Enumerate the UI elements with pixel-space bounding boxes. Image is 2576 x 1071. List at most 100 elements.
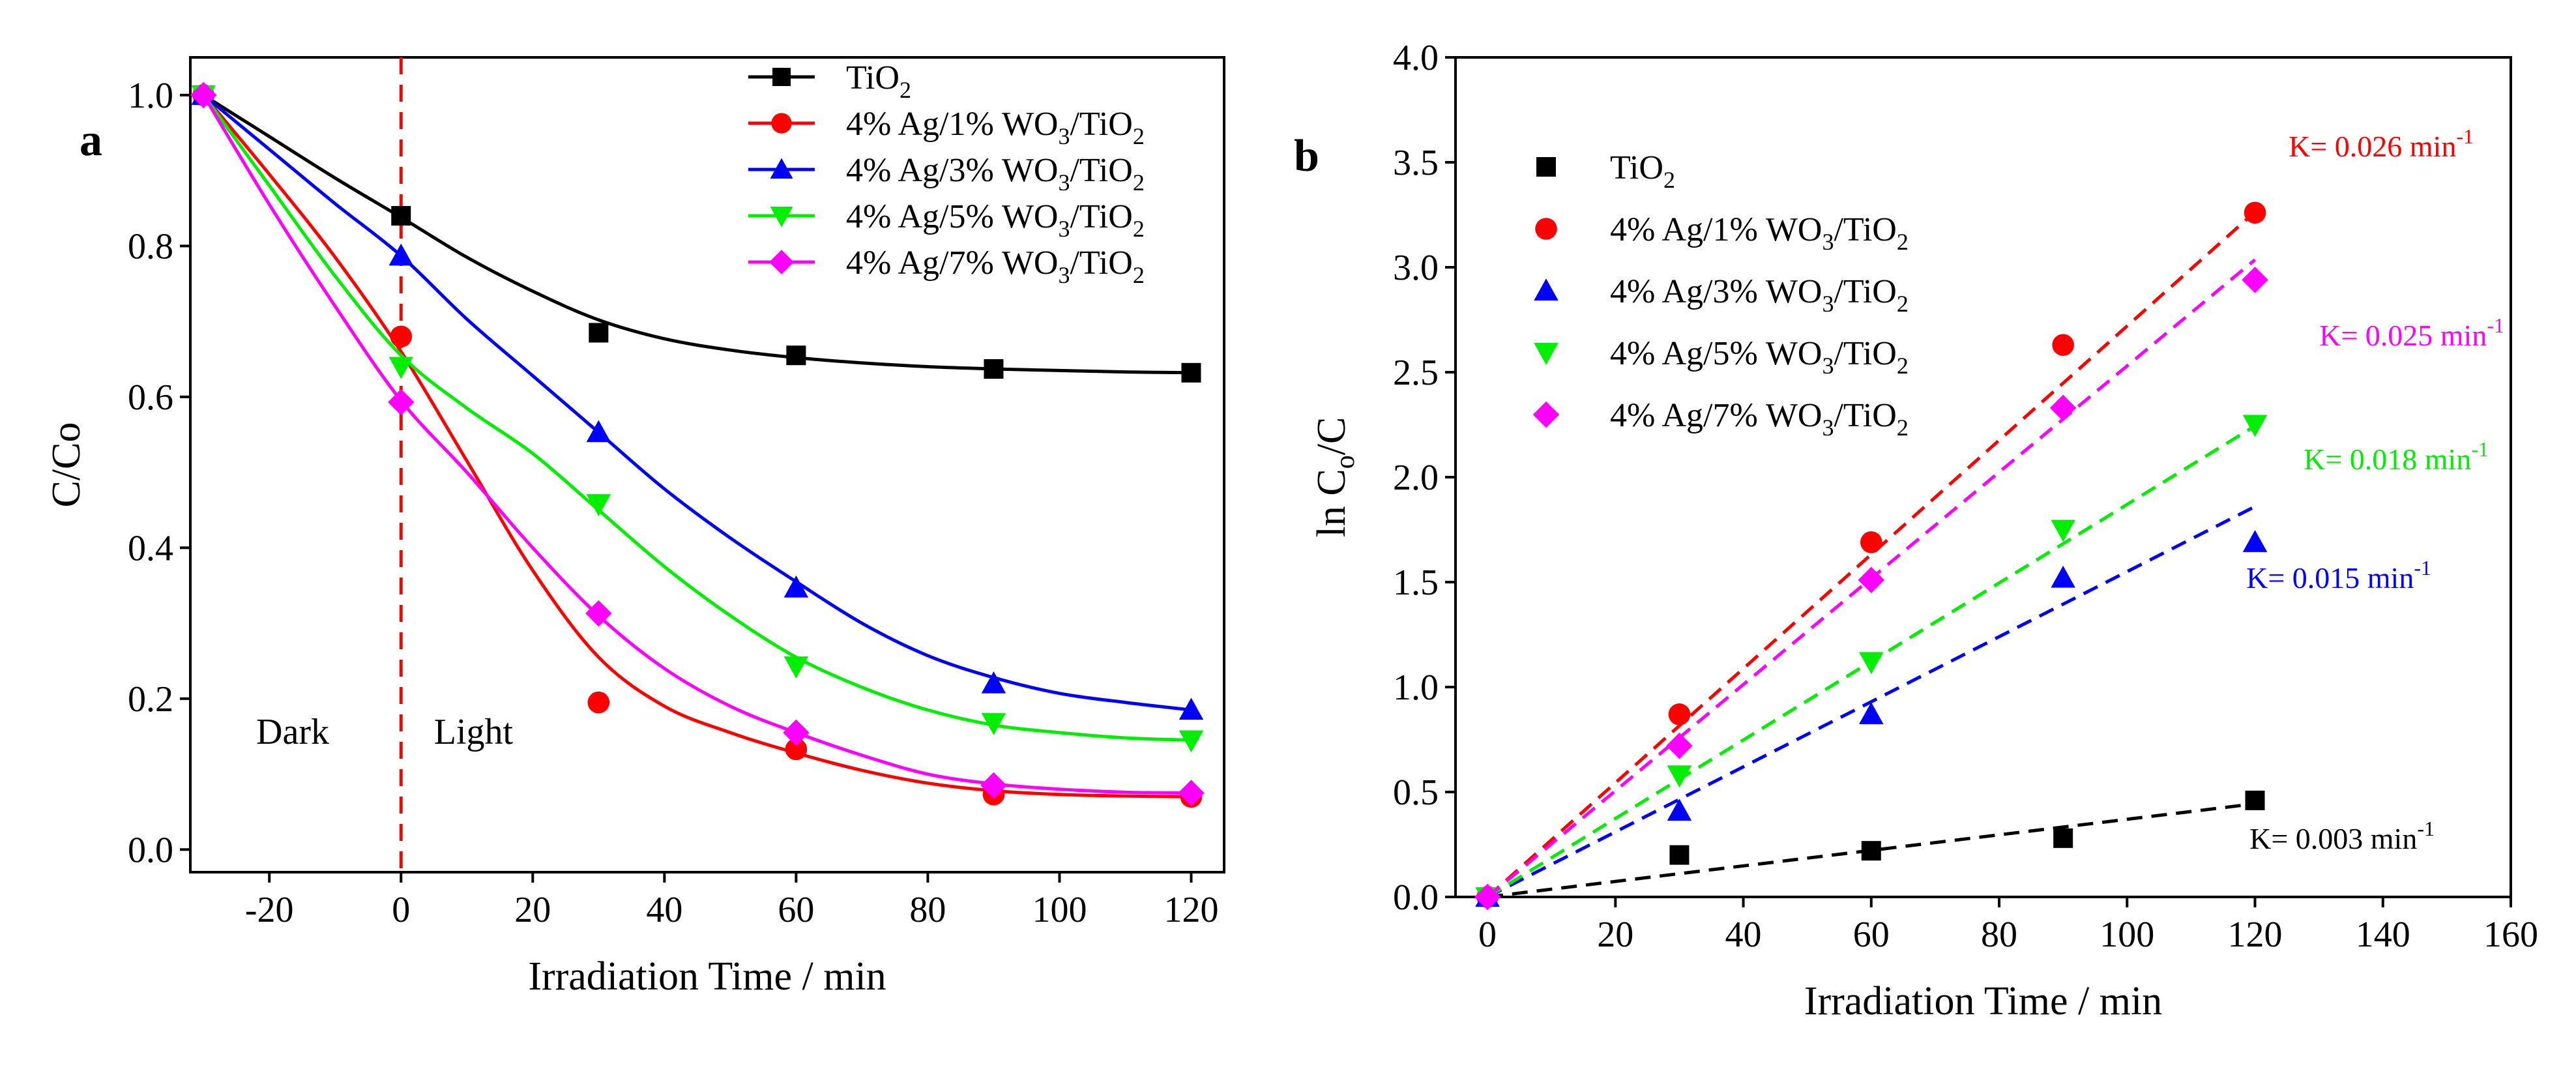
legend-label-subscript: 2 [1133,216,1145,242]
data-point [585,600,612,627]
rate-constant-text: K= 0.003 min [2249,822,2417,855]
legend-label-subscript: 2 [1897,229,1909,255]
y-tick-label: 3.5 [1393,143,1439,183]
data-point [2244,201,2266,224]
legend-label-subscript: 2 [1897,353,1909,379]
fit-line [1486,211,2257,898]
legend-label-subscript: 3 [1058,169,1070,196]
legend-label-subscript: 2 [900,77,911,103]
data-point [2242,530,2268,552]
x-tick-label: -20 [245,890,294,930]
data-point [783,656,809,679]
fit-curve [202,93,1192,712]
data-point [1667,765,1692,787]
data-point [785,738,808,761]
series-2 [191,83,1204,720]
legend-label: 4% Ag/1% WO3/TiO2 [1610,211,1909,255]
y-axis-title-base: ln C [1310,469,1354,537]
data-point [190,81,217,109]
data-point [786,345,806,366]
fit-curve [202,94,1192,742]
legend-label: 4% Ag/7% WO3/TiO2 [1610,397,1909,441]
rate-constant-text: K= 0.026 min [2289,130,2456,163]
legend-label-tail: /TiO [1070,198,1132,235]
legend-label-subscript: 3 [1058,216,1070,242]
rate-constant-label: K= 0.015 min-1 [2246,556,2431,594]
data-point [390,325,413,348]
data-point [783,575,809,598]
data-point [980,772,1007,799]
series-4: K= 0.025 min-1 [1474,258,2504,911]
series-1 [192,84,1203,808]
y-axis-title: C/Co [44,422,89,508]
chart-panel-a: -20 0 20 40 60 80 100 120 0.0 0.2 0.4 0.6 0.8 1.0 Irra… [44,56,1225,999]
legend-marker [1534,278,1559,301]
y-tick-label: 0.8 [128,226,173,267]
data-point [391,206,411,226]
legend-marker [770,158,793,179]
data-point [1474,883,1501,911]
data-point [2052,334,2074,356]
rate-constant-text: K= 0.015 min [2246,561,2414,594]
light-annotation: Light [434,712,514,752]
legend-label: 4% Ag/3% WO3/TiO2 [1610,273,1909,317]
rate-constant-label: K= 0.018 min-1 [2304,437,2489,476]
data-point [388,243,414,266]
data-point [1669,845,1690,865]
legend-label: 4% Ag/5% WO3/TiO2 [846,198,1145,242]
legend-marker [1534,343,1559,365]
plot-frame [189,56,1225,873]
legend-label-subscript: 2 [1897,291,1909,317]
x-axis-title: Irradiation Time / min [1804,979,2162,1023]
y-axis-title-base: C/Co [44,422,89,508]
rate-constant-superscript: -1 [2414,556,2431,580]
data-point [1178,697,1204,720]
legend-label-base: TiO [846,59,900,96]
legend-label-base: 4% Ag/1% WO [1610,211,1822,248]
legend-label-base: 4% Ag/5% WO [846,198,1058,235]
rate-constant-superscript: -1 [2487,314,2504,337]
fit-curve [202,94,1192,799]
data-point [1178,730,1204,753]
x-tick-label: 20 [514,890,551,930]
legend-label-base: 4% Ag/7% WO [1610,397,1822,434]
legend-marker [771,113,792,134]
legend-label-tail: /TiO [1070,152,1132,189]
data-point [388,357,414,379]
legend-label-subscript: 2 [1897,415,1909,441]
legend-label: TiO2 [1610,149,1675,193]
legend-label-subscript: 3 [1058,123,1070,149]
chart-panel-b: 0 20 40 60 80 100 120 140 160 0.0 0.5 1.0 1.5 2.0 2.5 3… [1294,38,2538,1023]
x-tick-label: 100 [2100,915,2154,955]
legend-label-subscript: 3 [1822,229,1834,255]
y-tick-label: 0.0 [1393,877,1439,918]
y-tick-label: 4.0 [1393,38,1439,78]
legend-label: 4% Ag/7% WO3/TiO2 [846,244,1145,288]
x-tick-label: 40 [1725,915,1762,955]
data-point [1181,362,1201,383]
legend-label: 4% Ag/5% WO3/TiO2 [1610,335,1909,379]
data-point [1858,566,1885,594]
fit-curve [202,93,1192,375]
legend-label-base: 4% Ag/3% WO [846,152,1058,189]
data-point [2242,415,2268,437]
panel-letter: b [1294,131,1319,181]
rate-constant-superscript: -1 [2471,437,2489,461]
legend-marker [769,250,794,274]
x-tick-label: 60 [778,890,814,930]
x-axis-title: Irradiation Time / min [528,954,886,999]
y-axis-title-tail: /C [1310,417,1354,456]
legend-marker [1535,218,1557,240]
data-point [981,712,1006,735]
y-tick-label: 0.2 [128,679,173,720]
legend-label-subscript: 2 [1663,167,1675,193]
series-1: K= 0.026 min -1 [1476,125,2474,908]
legend-label-tail: /TiO [1070,106,1132,143]
data-point [783,719,810,746]
x-tick-label: 100 [1032,890,1087,930]
data-point [586,494,611,516]
data-point [2053,828,2073,848]
legend-label-subscript: 3 [1058,262,1070,288]
